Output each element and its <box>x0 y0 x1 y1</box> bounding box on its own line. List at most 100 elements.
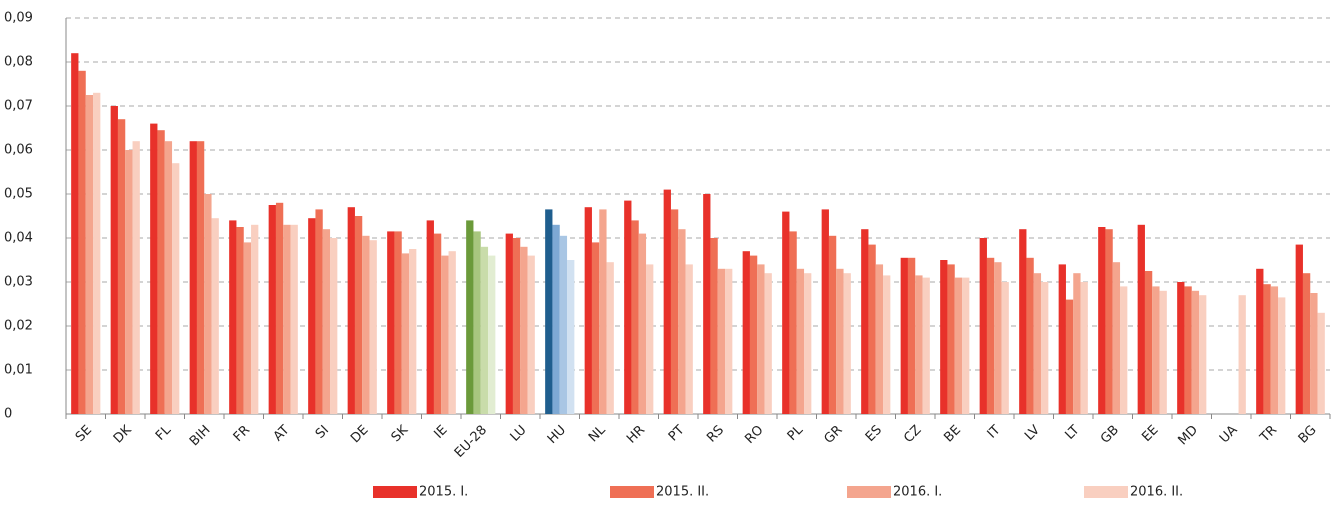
bar <box>1144 271 1153 414</box>
bar <box>387 231 395 414</box>
x-tick-label: BE <box>941 423 964 446</box>
bar <box>71 53 79 414</box>
legend-label: 2015. II. <box>656 485 709 500</box>
bar <box>1295 244 1303 414</box>
bar <box>646 264 654 414</box>
x-tick-label: NL <box>586 422 609 445</box>
bar <box>527 255 535 414</box>
bar <box>1191 290 1200 414</box>
bar <box>290 224 298 414</box>
bar <box>369 240 377 414</box>
bar <box>362 235 370 414</box>
bar <box>1058 264 1066 414</box>
bar <box>78 70 86 415</box>
x-tick-label: BIH <box>187 423 214 450</box>
y-tick-label: 0,07 <box>4 99 33 114</box>
bar <box>868 244 876 414</box>
bar <box>229 220 237 414</box>
x-tick-label: PT <box>666 423 688 445</box>
y-tick-label: 0,04 <box>4 231 33 246</box>
bar <box>567 260 575 414</box>
bar <box>638 233 647 414</box>
bar <box>559 235 568 414</box>
bar <box>315 209 323 414</box>
x-tick-label: DK <box>111 422 135 446</box>
bar <box>1019 229 1027 414</box>
bar <box>1263 284 1271 414</box>
bar <box>710 238 718 414</box>
bar <box>1256 268 1264 414</box>
bar <box>994 262 1002 414</box>
x-tick-label: SE <box>73 423 95 445</box>
bar <box>473 231 481 414</box>
bar <box>433 233 442 414</box>
bar <box>1199 295 1207 414</box>
bar <box>907 257 916 414</box>
bar <box>308 218 316 414</box>
bar <box>782 211 790 414</box>
bar <box>828 235 837 414</box>
bar <box>1041 282 1049 414</box>
legend-label: 2015. I. <box>419 485 468 500</box>
bar <box>986 257 995 414</box>
bar <box>1270 286 1279 414</box>
bar <box>1159 290 1167 414</box>
legend-swatch <box>373 486 417 498</box>
bar <box>606 262 614 414</box>
bar <box>1184 286 1192 414</box>
bar <box>211 218 219 414</box>
bar <box>283 224 291 414</box>
bar <box>717 268 726 414</box>
bar <box>520 246 528 414</box>
x-tick-label: ES <box>863 423 885 445</box>
bar <box>1026 257 1034 414</box>
bar <box>789 231 797 414</box>
legend-swatch <box>610 486 654 498</box>
bar <box>954 277 963 414</box>
bar <box>1152 286 1160 414</box>
y-tick-label: 0,01 <box>4 363 33 378</box>
bar <box>545 209 553 414</box>
x-tick-label: RS <box>704 423 727 446</box>
x-tick-label: FL <box>153 422 175 444</box>
bar <box>962 277 970 414</box>
x-tick-label: LV <box>1022 423 1043 444</box>
bar <box>117 119 126 414</box>
bar <box>900 257 908 414</box>
x-tick-label: EE <box>1139 423 1161 445</box>
y-tick-label: 0,05 <box>4 187 33 202</box>
bar <box>480 246 489 414</box>
bar <box>1033 273 1042 414</box>
bar <box>448 251 456 414</box>
bar <box>804 273 812 414</box>
x-tick-label: GB <box>1098 423 1122 447</box>
bar <box>922 277 930 414</box>
bar <box>268 205 276 414</box>
legend-swatch <box>847 486 891 498</box>
bar <box>125 150 133 414</box>
x-tick-label: IE <box>431 423 450 442</box>
bar <box>742 251 750 414</box>
bar <box>426 220 434 414</box>
bar <box>624 200 632 414</box>
y-tick-label: 0 <box>4 407 12 422</box>
bar <box>1177 282 1185 414</box>
x-tick-label: LU <box>508 423 530 445</box>
bar <box>196 141 205 414</box>
y-tick-label: 0,03 <box>4 275 33 290</box>
bar <box>749 255 758 414</box>
bar <box>1302 273 1311 414</box>
bar <box>275 202 284 414</box>
x-tick-label: SK <box>389 422 412 445</box>
bar <box>764 273 772 414</box>
bar <box>883 275 891 414</box>
x-tick-label: MD <box>1175 423 1201 449</box>
bar <box>663 189 671 414</box>
x-tick-label: FR <box>231 423 253 445</box>
bar <box>631 220 639 414</box>
bar <box>409 249 417 414</box>
bar <box>678 229 686 414</box>
x-tick-label: PL <box>785 422 807 444</box>
bar <box>703 194 711 414</box>
bar <box>915 275 923 414</box>
